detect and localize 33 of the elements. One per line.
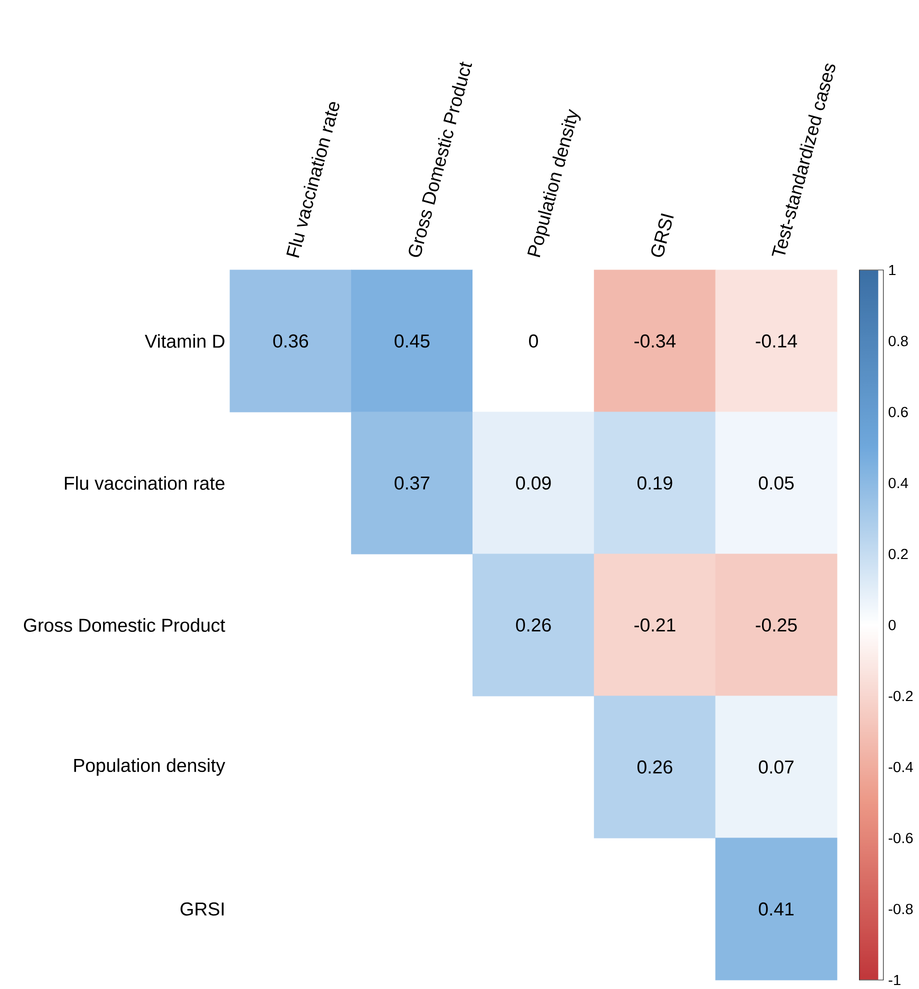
data-label: -0.25 (756, 618, 797, 632)
y-tick-label: Vitamin D (144, 334, 224, 348)
data-label: 0.05 (758, 476, 794, 490)
color-bar-label: -0.4 (888, 762, 913, 772)
color-bar-label: 0.8 (888, 336, 908, 346)
data-label: 0.36 (273, 334, 308, 348)
data-label: -0.14 (756, 334, 798, 348)
data-label: 0.26 (516, 618, 551, 632)
data-label: 0.41 (758, 902, 794, 916)
color-bar-label: -0.2 (888, 690, 913, 702)
color-bar-label: 1 (889, 264, 896, 276)
data-label: -0.34 (634, 334, 676, 348)
x-tick-label: Gross Domestic Product (408, 62, 472, 257)
data-label: 0.07 (758, 760, 794, 774)
color-bar-label: -0.8 (888, 904, 913, 914)
y-tick-label: Flu vaccination rate (64, 476, 224, 490)
y-tick-label: Population density (74, 758, 226, 776)
color-bar-label: -1 (888, 974, 900, 986)
data-label: 0.26 (637, 760, 672, 774)
data-label: 0.37 (394, 476, 430, 490)
color-bar-label: 0.2 (888, 548, 908, 560)
y-tick-label: GRSI (180, 902, 224, 916)
data-label: -0.21 (634, 618, 676, 632)
color-bar-label: -0.6 (888, 832, 913, 844)
data-label: 0.45 (394, 334, 430, 348)
data-label: 0.09 (516, 476, 551, 490)
data-label: 0.19 (637, 476, 672, 490)
x-tick-label: GRSI (651, 213, 674, 257)
color-bar-label: 0.6 (888, 406, 908, 418)
color-bar-label: 0 (888, 620, 896, 630)
data-label: 0 (529, 334, 538, 348)
y-tick-label: Gross Domestic Product (24, 618, 226, 632)
color-bar-label: 0.4 (888, 478, 908, 488)
